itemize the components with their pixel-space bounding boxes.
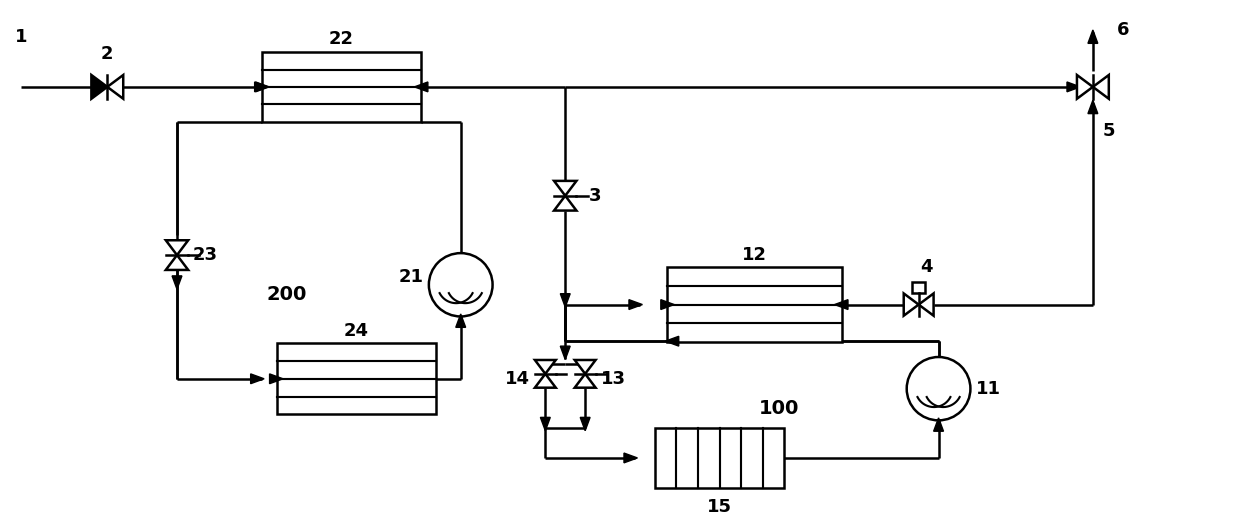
Text: 6: 6 — [1116, 22, 1128, 40]
Polygon shape — [624, 453, 637, 463]
Text: 22: 22 — [329, 30, 353, 48]
Polygon shape — [661, 299, 675, 309]
Text: 23: 23 — [192, 246, 217, 264]
Polygon shape — [560, 294, 570, 307]
Polygon shape — [414, 82, 428, 92]
Polygon shape — [269, 374, 283, 384]
Polygon shape — [629, 299, 642, 309]
Polygon shape — [166, 240, 188, 255]
Text: 4: 4 — [920, 258, 932, 276]
Text: 1: 1 — [15, 29, 27, 47]
Polygon shape — [904, 294, 919, 316]
Polygon shape — [172, 276, 182, 289]
Polygon shape — [835, 299, 848, 309]
Text: 21: 21 — [398, 268, 423, 286]
Text: 5: 5 — [1102, 122, 1115, 140]
Bar — [655, 428, 784, 488]
Text: 12: 12 — [742, 246, 766, 264]
Polygon shape — [108, 75, 123, 99]
Polygon shape — [934, 418, 944, 431]
Polygon shape — [456, 314, 466, 327]
Bar — [277, 343, 435, 414]
Polygon shape — [666, 336, 678, 346]
Polygon shape — [560, 346, 570, 360]
Polygon shape — [250, 374, 264, 384]
Text: 15: 15 — [707, 498, 732, 516]
Polygon shape — [541, 417, 551, 431]
Polygon shape — [1078, 75, 1092, 99]
Polygon shape — [1066, 82, 1080, 92]
Bar — [262, 52, 420, 122]
Polygon shape — [255, 82, 269, 92]
Text: 14: 14 — [505, 370, 529, 388]
Polygon shape — [1087, 100, 1097, 114]
Polygon shape — [1087, 30, 1097, 43]
Polygon shape — [92, 75, 108, 99]
Polygon shape — [1092, 75, 1109, 99]
Bar — [911, 282, 925, 294]
Text: 100: 100 — [759, 399, 800, 418]
Polygon shape — [574, 374, 595, 388]
Bar — [667, 268, 842, 342]
Polygon shape — [166, 255, 188, 270]
Polygon shape — [254, 82, 268, 92]
Text: 13: 13 — [600, 370, 625, 388]
Text: 24: 24 — [343, 322, 368, 340]
Text: 2: 2 — [100, 45, 114, 63]
Polygon shape — [919, 294, 934, 316]
Polygon shape — [574, 360, 595, 374]
Text: 200: 200 — [267, 285, 306, 304]
Polygon shape — [554, 181, 577, 196]
Polygon shape — [534, 374, 556, 388]
Text: 11: 11 — [976, 380, 1001, 398]
Polygon shape — [554, 196, 577, 211]
Polygon shape — [534, 360, 556, 374]
Polygon shape — [580, 417, 590, 431]
Text: 3: 3 — [589, 187, 601, 205]
